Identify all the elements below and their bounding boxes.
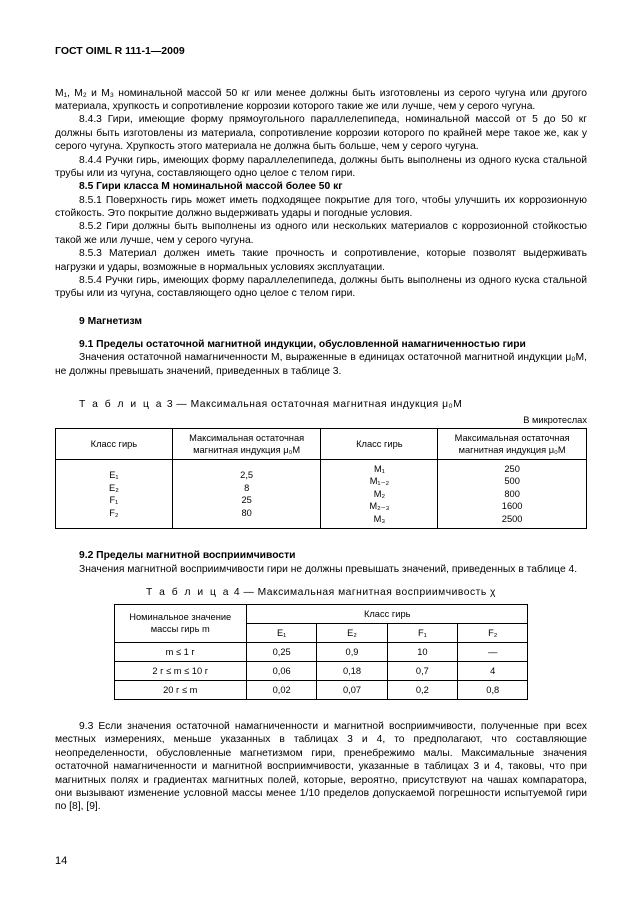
table3-unit: В микротеслах [55, 414, 587, 426]
t3-head-class-left: Класс гирь [56, 428, 173, 459]
para-8-5-3: 8.5.3 Материал должен иметь такие прочно… [55, 247, 587, 274]
para-8-5-1: 8.5.1 Поверхность гирь может иметь подхо… [55, 194, 587, 221]
t4-head-mass: Номинальное значение массы гирь m [114, 604, 246, 642]
heading-8-5: 8.5 Гири класса М номинальной массой бол… [55, 180, 587, 193]
t3-head-val-left: Максимальная остаточная магнитная индукц… [172, 428, 321, 459]
heading-9-2: 9.2 Пределы магнитной восприимчивости [55, 549, 587, 562]
t3-col1: E₁ E₂ F₁ F₂ [56, 459, 173, 529]
t4-class-f2: F₂ [458, 623, 528, 642]
t3-head-val-right: Максимальная остаточная магнитная индукц… [438, 428, 587, 459]
table4-caption-prefix: Т а б л и ц а [146, 587, 230, 598]
para-8-5-4: 8.5.4 Ручки гирь, имеющих форму параллел… [55, 274, 587, 301]
para-8-4-4: 8.4.4 Ручки гирь, имеющих форму параллел… [55, 154, 587, 181]
para-m1m2m3: М₁, М₂ и М₃ номинальной массой 50 кг или… [55, 87, 587, 114]
table-row: 2 г ≤ m ≤ 10 г 0,06 0,18 0,7 4 [114, 661, 528, 680]
table4-caption-text: 4 — Максимальная магнитная восприимчивос… [231, 587, 496, 598]
t3-col2: 2,5 8 25 80 [172, 459, 321, 529]
table-4: Номинальное значение массы гирь m Класс … [114, 604, 529, 700]
heading-9: 9 Магнетизм [55, 315, 587, 328]
table-3: Класс гирь Максимальная остаточная магни… [55, 428, 587, 530]
t3-col3: M₁ M₁₋₂ M₂ M₂₋₃ M₃ [321, 459, 438, 529]
t3-col4: 250 500 800 1600 2500 [438, 459, 587, 529]
table4-caption: Т а б л и ц а 4 — Максимальная магнитная… [55, 586, 587, 599]
para-9-1: Значения остаточной намагниченности M, в… [55, 351, 587, 378]
table-row: 20 г ≤ m 0,02 0,07 0,2 0,8 [114, 680, 528, 699]
document-code: ГОСТ OIML R 111-1—2009 [55, 45, 587, 59]
para-9-3: 9.3 Если значения остаточной намагниченн… [55, 720, 587, 814]
t4-head-class: Класс гирь [246, 604, 527, 623]
table3-caption-text: 3 — Максимальная остаточная магнитная ин… [163, 399, 462, 410]
heading-9-1: 9.1 Пределы остаточной магнитной индукци… [55, 338, 587, 351]
table3-caption: Т а б л и ц а 3 — Максимальная остаточна… [55, 398, 587, 411]
page-number: 14 [55, 854, 67, 868]
t3-head-class-right: Класс гирь [321, 428, 438, 459]
t4-class-e2: E₂ [317, 623, 387, 642]
t4-class-f1: F₁ [387, 623, 457, 642]
para-9-2: Значения магнитной восприимчивости гири … [55, 563, 587, 576]
table-row: m ≤ 1 г 0,25 0,9 10 — [114, 642, 528, 661]
table3-caption-prefix: Т а б л и ц а [79, 399, 163, 410]
t4-class-e1: E₁ [246, 623, 316, 642]
para-8-4-3: 8.4.3 Гири, имеющие форму прямоугольного… [55, 113, 587, 153]
para-8-5-2: 8.5.2 Гири должны быть выполнены из одно… [55, 220, 587, 247]
